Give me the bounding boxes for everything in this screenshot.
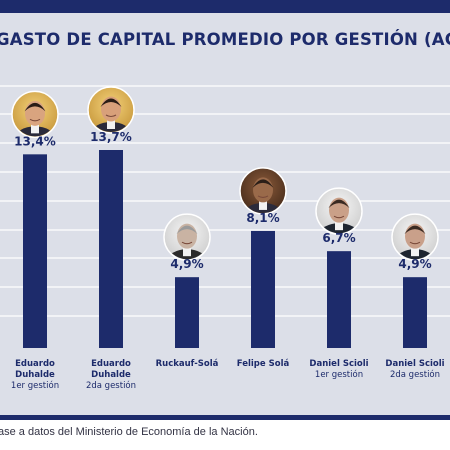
category-sublabel-5: 1er gestión (315, 369, 363, 380)
bar-5 (327, 251, 351, 348)
grid-lines (0, 85, 450, 317)
chart-title: GASTO DE CAPITAL PROMEDIO POR GESTIÓN (A… (0, 30, 450, 49)
portraits (11, 86, 439, 261)
portrait-icon (11, 90, 59, 139)
value-label-1: 13,4% (14, 134, 56, 148)
portrait-icon (163, 213, 211, 261)
category-label-5: Daniel Scioli (309, 359, 368, 369)
bottom-band (0, 415, 450, 420)
category-label-4: Felipe Solá (237, 359, 290, 369)
source-note: ase a datos del Ministerio de Economía d… (0, 426, 258, 438)
top-band (0, 0, 450, 13)
value-label-2: 13,7% (90, 130, 132, 144)
category-sublabel-1: 1er gestión (11, 380, 59, 391)
bars (23, 150, 427, 348)
value-label-4: 8,1% (246, 211, 279, 225)
bar-2 (99, 150, 123, 348)
bar-4 (251, 230, 275, 348)
bar-6 (403, 277, 427, 348)
portrait-icon (315, 187, 363, 235)
category-sublabel-2: 2da gestión (86, 380, 136, 391)
chart-panel: GASTO DE CAPITAL PROMEDIO POR GESTIÓN (A… (0, 13, 450, 415)
bar-3 (175, 277, 199, 348)
portrait-icon (391, 213, 439, 261)
bar-chart: 13,4% 13,7%4,9%8,1%6,7%4,9% EduardoDuhald… (0, 85, 450, 391)
bar-1 (23, 154, 47, 348)
category-label-1: Duhalde (15, 370, 55, 380)
category-label-1: Eduardo (15, 359, 55, 369)
value-label-5: 6,7% (322, 231, 355, 245)
value-labels: 13,4% 13,7% 4,9% 8,1% 6,7% 4,9% (14, 130, 431, 271)
portrait-icon (87, 86, 135, 134)
value-label-3: 4,9% (170, 257, 203, 271)
category-label-6: Daniel Scioli (385, 359, 444, 369)
category-label-3: Ruckauf-Solá (156, 359, 219, 369)
category-label-2: Eduardo (91, 359, 131, 369)
value-label-6: 4,9% (398, 257, 431, 271)
category-label-2: Duhalde (91, 370, 131, 380)
portrait-icon (239, 167, 287, 215)
category-sublabel-6: 2da gestión (390, 369, 440, 380)
